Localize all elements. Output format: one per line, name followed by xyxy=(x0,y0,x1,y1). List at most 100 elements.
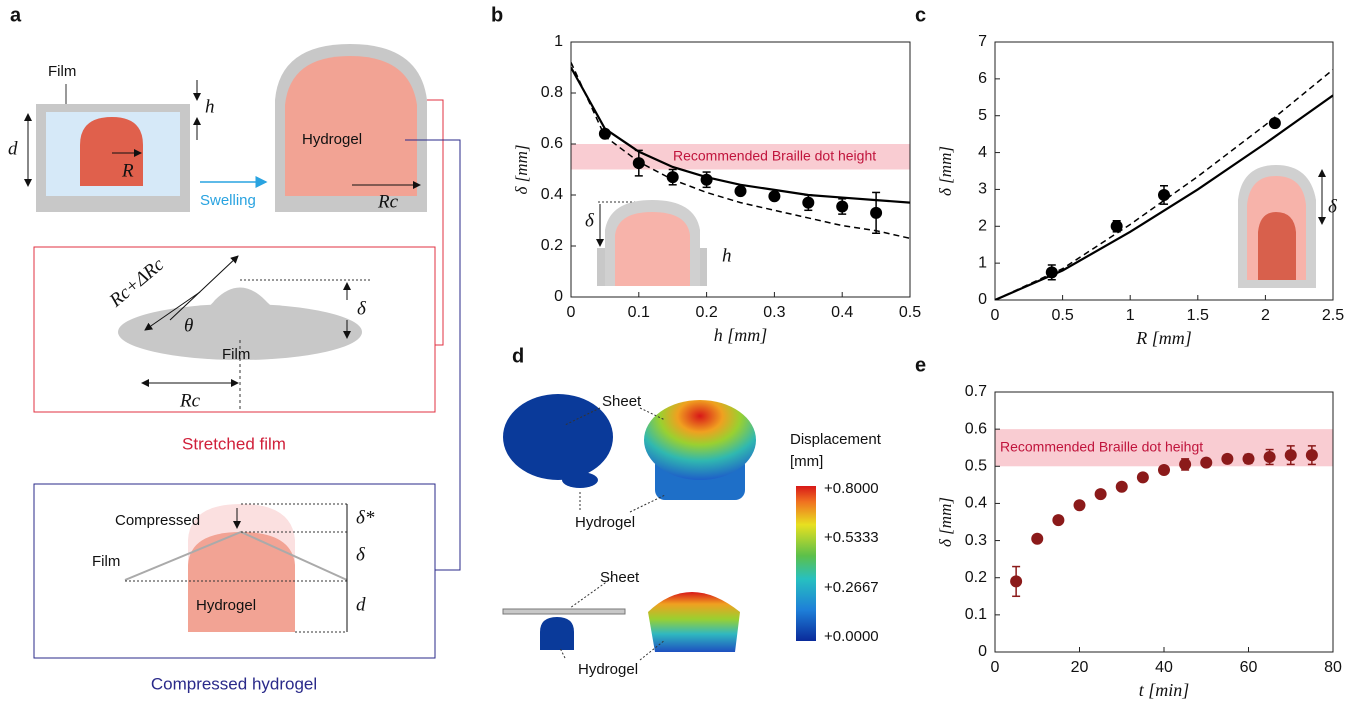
data-point xyxy=(632,157,645,170)
y-tick-label: 3 xyxy=(978,181,987,198)
colorbar-label: +0.0000 xyxy=(824,628,879,645)
y-axis-label: δ [mm] xyxy=(936,497,955,547)
panel-letter: e xyxy=(915,354,926,376)
leader xyxy=(564,407,601,426)
y-axis-label: δ [mm] xyxy=(936,146,955,196)
hydrogel-shape xyxy=(188,532,295,632)
band-label: Recommended Braille dot heihgt xyxy=(1000,438,1203,454)
x-tick-label: 1.5 xyxy=(1187,307,1209,324)
data-point xyxy=(1221,452,1234,465)
puck-top xyxy=(644,400,756,480)
panel-letter: a xyxy=(10,4,22,26)
panel-letter: d xyxy=(512,345,524,367)
colorbar-label: +0.8000 xyxy=(824,480,879,497)
data-point xyxy=(1115,480,1128,493)
plot-frame xyxy=(994,41,1334,301)
label: δ xyxy=(356,544,366,565)
y-tick-label: 0.2 xyxy=(965,569,987,586)
label: Sheet xyxy=(600,569,640,586)
film-shape xyxy=(150,287,335,328)
chart: Recommended Braille dot heihgt 0 20 40 60 80 0… xyxy=(915,354,1342,700)
y-tick-label: 1 xyxy=(554,33,563,50)
x-tick-label: 1 xyxy=(1126,307,1135,324)
data-point xyxy=(1031,532,1044,545)
hydrogel-shape xyxy=(562,472,598,488)
panel-a: a Film h d R Swelling Hydrogel Rc Rc+ΔRc… xyxy=(8,4,461,693)
arrow xyxy=(144,291,201,331)
label: δ* xyxy=(356,507,375,528)
annotation: h xyxy=(722,245,732,266)
container xyxy=(285,196,417,212)
y-tick-label: 0 xyxy=(554,288,563,305)
y-tick-label: 0.4 xyxy=(965,495,987,512)
x-tick-label: 20 xyxy=(1071,659,1089,676)
label: Film xyxy=(48,63,76,80)
data-point xyxy=(1110,220,1123,233)
model-line xyxy=(995,94,1333,300)
x-tick-label: 0.5 xyxy=(899,304,921,321)
y-tick-label: 0.2 xyxy=(541,237,563,254)
x-tick-label: 0.4 xyxy=(831,304,853,321)
data-point xyxy=(836,200,849,213)
label: Displacement xyxy=(790,431,882,448)
annotation: δ xyxy=(585,210,595,231)
y-tick-label: 7 xyxy=(978,33,987,50)
label: Compressed xyxy=(115,512,200,529)
data-point xyxy=(1010,575,1023,588)
data-point xyxy=(1263,451,1276,463)
y-tick-label: 2 xyxy=(978,218,987,235)
label: δ xyxy=(357,298,367,319)
box xyxy=(33,483,436,659)
connector xyxy=(427,99,444,346)
colorbar xyxy=(796,486,816,641)
data-point xyxy=(1073,499,1086,512)
x-tick-label: 0.1 xyxy=(628,304,650,321)
data-point xyxy=(1136,471,1149,484)
inset-b: δ h xyxy=(585,201,732,266)
data-point xyxy=(1094,488,1107,501)
leader xyxy=(569,577,613,609)
x-tick-label: 40 xyxy=(1155,659,1173,676)
box xyxy=(33,246,436,413)
y-tick-label: 0.1 xyxy=(965,606,987,623)
x-tick-label: 0 xyxy=(991,307,1000,324)
y-tick-label: 0.4 xyxy=(541,186,563,203)
data-point xyxy=(666,171,679,184)
inset-shape xyxy=(615,212,690,286)
x-tick-label: 0 xyxy=(991,659,1000,676)
y-tick-label: 0 xyxy=(978,291,987,308)
y-tick-label: 1 xyxy=(978,254,987,271)
label: Film xyxy=(92,553,120,570)
label: d xyxy=(356,594,366,615)
arrow xyxy=(169,255,239,321)
x-axis-label: t [min] xyxy=(1139,680,1190,700)
panel-letter: b xyxy=(491,4,503,26)
x-tick-label: 0.5 xyxy=(1051,307,1073,324)
chart: 0 0.5 1 1.5 2 2.5 0 1 2 3 4 5 6 7 R [mm] δ [mm] c xyxy=(915,4,1344,348)
film-shape xyxy=(118,304,362,360)
data-point xyxy=(1158,188,1170,201)
colorbar-label: +0.5333 xyxy=(824,529,879,546)
model-line xyxy=(571,62,910,240)
leader xyxy=(629,494,666,513)
sheet-shape xyxy=(502,608,626,615)
model-line xyxy=(995,69,1333,300)
label: θ xyxy=(184,315,193,336)
plot-frame xyxy=(570,41,911,298)
panel-d: d Sheet Hydrogel Displacement [mm] +0.80… xyxy=(502,345,882,678)
data-point xyxy=(1242,452,1255,465)
x-tick-label: 0.2 xyxy=(695,304,717,321)
data-point xyxy=(1200,456,1213,469)
x-tick-label: 2.5 xyxy=(1322,307,1344,324)
box-title: Compressed hydrogel xyxy=(151,674,317,693)
y-tick-label: 0.6 xyxy=(965,420,987,437)
label: [mm] xyxy=(790,453,823,470)
label: Hydrogel xyxy=(578,661,638,678)
label: d xyxy=(8,138,18,159)
x-axis-label: h [mm] xyxy=(714,325,768,345)
data-point xyxy=(802,196,815,209)
y-tick-label: 0 xyxy=(978,643,987,660)
data-point xyxy=(768,190,781,203)
annotation: δ xyxy=(1328,196,1338,217)
